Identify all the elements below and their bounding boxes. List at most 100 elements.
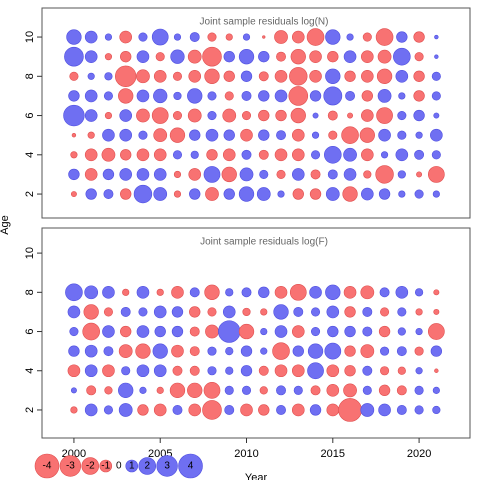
legend-bubble xyxy=(138,457,157,475)
bubble xyxy=(310,169,321,180)
legend-label: 1 xyxy=(129,461,135,472)
bubble xyxy=(153,305,167,319)
bubble xyxy=(326,384,340,397)
bubble xyxy=(153,403,167,417)
bubble xyxy=(189,326,200,337)
bubble xyxy=(344,365,356,377)
bubble xyxy=(187,88,203,104)
bubble xyxy=(310,307,321,317)
bubble xyxy=(207,346,217,356)
bubble xyxy=(293,306,304,317)
bubble xyxy=(172,365,183,376)
bubble xyxy=(240,70,253,82)
bubble xyxy=(307,343,324,359)
bubble xyxy=(172,405,183,415)
bubble xyxy=(431,71,441,81)
bubble xyxy=(102,286,115,299)
bubble xyxy=(133,184,153,204)
bubble xyxy=(274,30,288,44)
bubble xyxy=(63,104,85,127)
bubble xyxy=(258,404,270,416)
bubble xyxy=(414,288,424,297)
bubble xyxy=(153,168,167,181)
bubble xyxy=(84,50,98,63)
panel-title: Joint sample residuals log(N) xyxy=(200,17,329,28)
bubble xyxy=(362,365,373,376)
bubble xyxy=(415,131,423,139)
bubble xyxy=(414,189,424,199)
bubble xyxy=(223,129,235,141)
bubble xyxy=(397,366,406,375)
bubble xyxy=(218,320,241,343)
bubble xyxy=(64,46,84,67)
bubble xyxy=(136,364,150,378)
bubble xyxy=(189,306,201,318)
x-tick-label: 2010 xyxy=(234,448,258,460)
bubble xyxy=(104,33,113,41)
bubble xyxy=(118,88,134,104)
bubble xyxy=(258,90,270,102)
bubble xyxy=(152,343,168,359)
bubble xyxy=(104,72,113,81)
bubble xyxy=(154,325,166,338)
bubble xyxy=(171,325,184,338)
bubble xyxy=(274,89,288,103)
bubble xyxy=(291,325,305,338)
bubble xyxy=(326,305,340,319)
bubble xyxy=(153,148,167,162)
bubble xyxy=(224,91,234,101)
bubble xyxy=(189,346,200,357)
bubble xyxy=(203,166,221,183)
y-tick-label: 10 xyxy=(24,31,36,43)
bubble xyxy=(224,385,234,395)
bubble xyxy=(120,149,132,161)
bubble xyxy=(84,89,98,103)
y-tick-label: 4 xyxy=(24,152,36,158)
bubble xyxy=(347,112,354,119)
bubble xyxy=(120,51,132,63)
bubble xyxy=(344,325,356,338)
bubble xyxy=(138,32,148,42)
bubble xyxy=(121,366,131,376)
bubble xyxy=(155,52,165,62)
bubble xyxy=(188,69,202,83)
bubble xyxy=(431,91,441,101)
bubble xyxy=(378,325,391,338)
bubble xyxy=(433,308,440,315)
bubble xyxy=(173,190,182,198)
bubble xyxy=(240,345,253,357)
bubble xyxy=(306,28,325,46)
bubble xyxy=(380,346,390,356)
bubble xyxy=(327,110,338,121)
bubble xyxy=(434,368,439,373)
bubble xyxy=(223,51,235,63)
bubble xyxy=(241,287,252,298)
bubble xyxy=(325,29,341,45)
legend-label: 4 xyxy=(188,461,194,472)
bubble xyxy=(84,285,99,300)
bubble xyxy=(276,169,286,179)
bubble xyxy=(104,386,113,395)
bubble xyxy=(345,90,356,101)
panel-title: Joint sample residuals log(F) xyxy=(200,237,328,248)
bubble xyxy=(188,168,202,181)
bubble xyxy=(84,344,98,358)
bubble xyxy=(223,188,235,200)
legend-label: -2 xyxy=(86,461,95,472)
bubble xyxy=(380,151,389,159)
bubble xyxy=(156,386,164,394)
bubble xyxy=(292,345,304,357)
bubble xyxy=(153,88,168,104)
bubble xyxy=(361,50,374,63)
bubble xyxy=(378,188,391,200)
bubble xyxy=(153,364,167,378)
bubble xyxy=(427,323,445,340)
bubble xyxy=(415,367,423,375)
bubble xyxy=(396,31,408,43)
bubble xyxy=(204,68,220,84)
bubble xyxy=(395,286,409,299)
bubble xyxy=(169,127,186,143)
bubble xyxy=(171,344,184,358)
bubble xyxy=(309,69,322,83)
bubble xyxy=(377,49,392,64)
